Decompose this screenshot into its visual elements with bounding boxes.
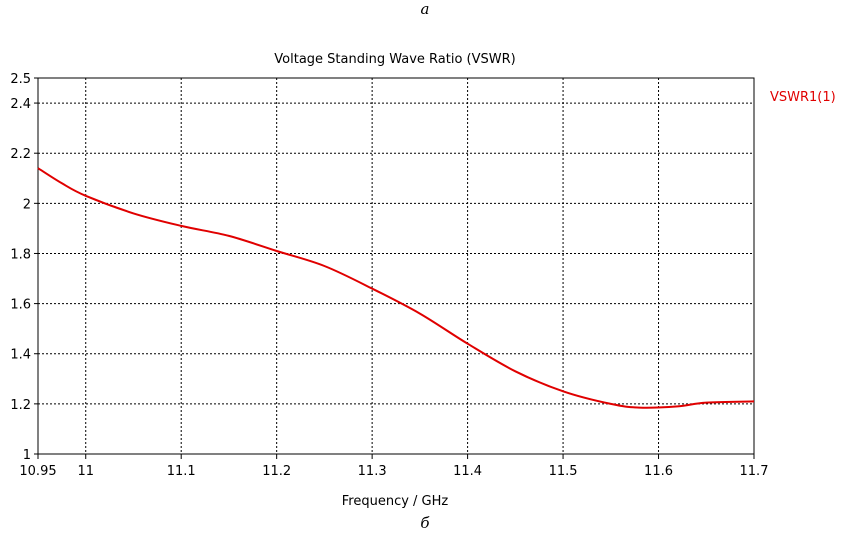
y-tick-label: 2.5	[10, 72, 31, 87]
x-tick-label: 11.3	[358, 464, 387, 479]
legend-entry-vswr: VSWR1(1)	[770, 90, 836, 105]
x-tick-label: 11.2	[262, 464, 291, 479]
y-tick-label: 2.2	[10, 147, 31, 162]
plot-frame	[37, 77, 755, 455]
figure-caption-top: a	[420, 0, 430, 18]
x-tick-label: 10.95	[19, 464, 56, 479]
y-tick-label: 2	[23, 197, 31, 212]
y-tick-label: 1.8	[10, 247, 31, 262]
series-line-vswr	[37, 167, 755, 409]
grid-lines	[38, 78, 754, 454]
chart-title: Voltage Standing Wave Ratio (VSWR)	[274, 52, 515, 67]
y-tick-label: 2.4	[10, 97, 31, 112]
y-tick-label: 1.6	[10, 298, 31, 313]
x-tick-label: 11.7	[740, 464, 769, 479]
y-tick-label: 1	[23, 448, 31, 463]
y-tick-label: 1.2	[10, 398, 31, 413]
x-tick-label: 11.4	[453, 464, 482, 479]
vswr-chart: Voltage Standing Wave Ratio (VSWR) 10.95…	[10, 52, 836, 509]
y-tick-label: 1.4	[10, 348, 31, 363]
x-tick-label: 11	[77, 464, 94, 479]
x-tick-label: 11.6	[644, 464, 673, 479]
x-tick-label: 11.1	[167, 464, 196, 479]
x-axis-label: Frequency / GHz	[342, 494, 449, 509]
figure-caption-bottom: б	[420, 514, 430, 532]
x-tick-label: 11.5	[549, 464, 578, 479]
x-axis-ticks: 10.95 11 11.1 11.2 11.3 11.4 11.5 11.6 11.7	[19, 454, 768, 479]
y-axis-ticks: 1 1.2 1.4 1.6 1.8 2 2.2 2.4 2.5	[10, 72, 38, 463]
